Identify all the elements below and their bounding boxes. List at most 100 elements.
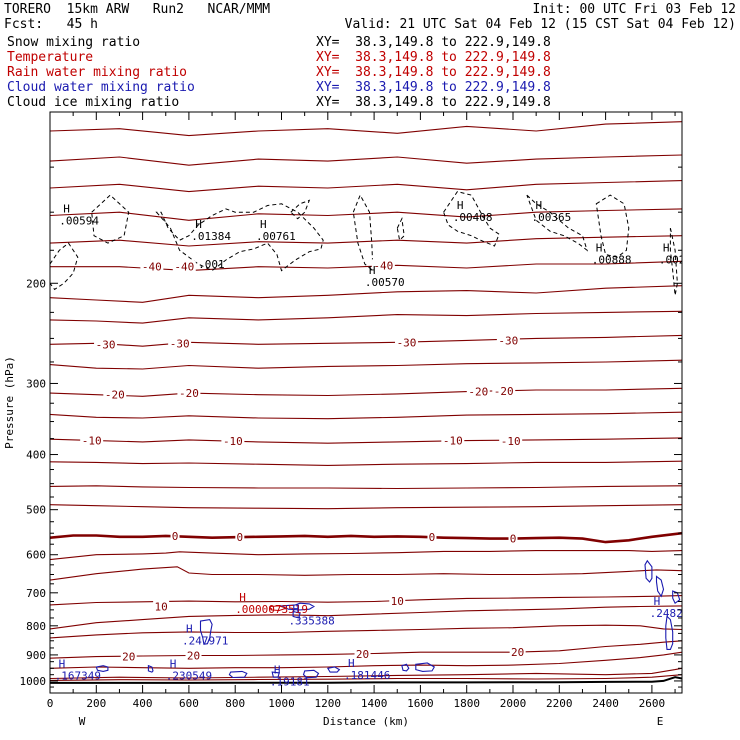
- isotherm-label: 20: [356, 648, 369, 661]
- maximum-value-label: .335388: [288, 615, 334, 628]
- maximum-value-label: .00761: [256, 230, 296, 243]
- isotherm-label: -10: [223, 435, 243, 448]
- ice-contour: [595, 194, 630, 258]
- ice-contour: [155, 203, 324, 272]
- isotherm-line: [50, 437, 682, 444]
- isotherm-label-bg: [496, 334, 520, 346]
- maximum-marker: H: [186, 622, 193, 635]
- cloud-water-contour: [665, 615, 674, 650]
- y-tick-label: 200: [26, 277, 46, 290]
- x-tick-label: 800: [225, 697, 245, 710]
- maximum-marker: H: [63, 202, 70, 215]
- ice-contour: [50, 242, 79, 291]
- legend-field-name: Temperature: [7, 50, 94, 65]
- y-tick-label: 900: [26, 649, 46, 662]
- legend-field-name: Rain water mixing ratio: [7, 65, 188, 80]
- x-tick-label: 200: [86, 697, 106, 710]
- x-tick-label: 2600: [639, 697, 666, 710]
- isotherm-label: -20: [494, 385, 514, 398]
- cloud-water-contour: [655, 575, 665, 598]
- maximum-marker: H: [274, 663, 281, 676]
- ice-contour: [396, 217, 405, 242]
- isotherm-line: [50, 460, 682, 466]
- isotherm-label: 0: [172, 530, 179, 543]
- maximum-value-label: .181446: [344, 669, 390, 682]
- isotherm-label-bg: [177, 387, 201, 399]
- y-tick-label: 400: [26, 449, 46, 462]
- maximum-marker: H: [59, 658, 66, 671]
- isotherm-label: 0: [237, 531, 244, 544]
- isotherm-line: [50, 411, 682, 420]
- maximum-value-label: .0000073519: [235, 603, 308, 616]
- x-tick-label: 1800: [453, 697, 480, 710]
- isotherm-line: [50, 550, 682, 561]
- legend-field-xy: XY= 38.3,149.8 to 222.9,149.8: [316, 80, 551, 95]
- ice-contour: [91, 194, 130, 244]
- x-tick-label: 2200: [546, 697, 573, 710]
- maximum-value-label: .00408: [453, 211, 493, 224]
- isotherm-line: [50, 531, 682, 544]
- cloud-water-contour: [326, 666, 341, 673]
- isotherm-label: -30: [397, 336, 417, 349]
- legend-field-name: Snow mixing ratio: [7, 35, 141, 50]
- isotherm-label-bg: [395, 336, 419, 348]
- ice-contour: [669, 227, 678, 296]
- isotherm-line: [50, 310, 682, 324]
- y-axis-title: Pressure (hPa): [3, 356, 16, 449]
- maximum-value-label: .247971: [182, 634, 228, 647]
- isotherm-label-bg: [509, 646, 526, 658]
- isotherm-label: -10: [82, 435, 102, 448]
- cloud-water-contour: [415, 662, 436, 672]
- isotherm-label: -20: [179, 387, 199, 400]
- cloud-water-contour: [279, 602, 316, 611]
- maximum-marker: H: [292, 603, 299, 616]
- cloud-water-contour: [401, 663, 410, 672]
- cloud-water-contour: [644, 559, 653, 583]
- isotherm-label: -40: [142, 261, 162, 274]
- valid-time: Valid: 21 UTC Sat 04 Feb 12 (15 CST Sat …: [344, 17, 736, 32]
- maximum-value-label: .2482: [650, 607, 683, 620]
- isotherm-label-bg: [120, 650, 137, 662]
- isotherm-label-bg: [235, 531, 245, 543]
- cloud-water-contour: [228, 670, 248, 679]
- isotherm-label: -20: [105, 389, 125, 402]
- isotherm-label-bg: [221, 435, 245, 447]
- isotherm-label-bg: [94, 338, 118, 350]
- maximum-marker: H: [348, 657, 355, 670]
- terrain-line: [50, 676, 682, 684]
- isotherm-label-bg: [354, 647, 371, 659]
- isotherm-label: -10: [443, 435, 463, 448]
- isotherm-label-bg: [140, 260, 164, 272]
- maximum-marker: H: [260, 218, 267, 231]
- y-tick-label: 700: [26, 587, 46, 600]
- east-endpoint-label: E: [657, 715, 664, 728]
- isotherm-label-bg: [371, 259, 395, 271]
- maximum-marker: H: [654, 595, 661, 608]
- maximum-value-label: .00570: [365, 276, 405, 289]
- legend-field-xy: XY= 38.3,149.8 to 222.9,149.8: [316, 65, 551, 80]
- isotherm-label: 20: [122, 651, 135, 664]
- isotherm-label-bg: [492, 384, 516, 396]
- isotherm-line: [50, 651, 682, 669]
- maximum-marker: H: [536, 199, 543, 212]
- legend-field-xy: XY= 38.3,149.8 to 222.9,149.8: [316, 95, 551, 110]
- maximum-value-label: .230549: [166, 670, 212, 683]
- maximum-marker: H: [195, 218, 202, 231]
- isotherm-line: [50, 285, 682, 303]
- maximum-value-label: .01384: [191, 230, 231, 243]
- isotherm-line: [50, 605, 682, 630]
- maximum-marker: H: [369, 264, 376, 277]
- x-tick-label: 400: [133, 697, 153, 710]
- ice-contour: [443, 191, 500, 247]
- maximum-value-label: .00594: [59, 214, 99, 227]
- plot-frame: [49, 111, 683, 694]
- isotherm-line: [50, 504, 682, 510]
- x-tick-label: 2000: [500, 697, 527, 710]
- maximum-value-label: .002: [659, 253, 686, 266]
- isotherm-line: [50, 485, 682, 490]
- isotherm-label-bg: [508, 532, 518, 544]
- cloud-water-contour: [302, 669, 320, 679]
- y-tick-label: 500: [26, 504, 46, 517]
- legend-field-name: Cloud water mixing ratio: [7, 80, 195, 95]
